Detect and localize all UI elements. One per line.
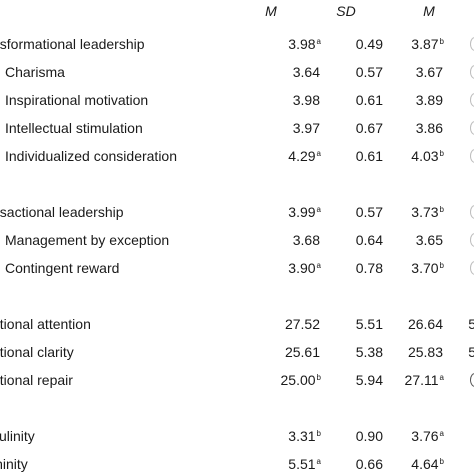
mean-2-cell: 25.83: [407, 344, 443, 360]
table-row: otional attention 27.52 5.51 26.64 5: [0, 313, 474, 335]
clipped-cell-glyph: 5: [468, 344, 474, 360]
mean-2-cell: 3.65: [415, 232, 443, 248]
mean-2-cell: 3.67: [415, 64, 443, 80]
mean-1-cell: 3.98: [292, 92, 320, 108]
table-row: Charisma 3.64 0.57 3.67: [0, 61, 474, 83]
header-sd: SD: [336, 3, 356, 19]
clipped-cell-edge: [470, 373, 474, 387]
sd-cell: 0.90: [355, 428, 383, 444]
clipped-cell-glyph: 5: [468, 316, 474, 332]
sd-cell: 0.61: [355, 148, 383, 164]
mean-2-cell: 26.64: [407, 316, 443, 332]
clipped-cell-edge: [470, 37, 474, 51]
mean-1-cell: 25.00b: [280, 372, 322, 388]
row-label: Inspirational motivation: [5, 92, 149, 108]
mean-2-cell: 3.86: [415, 120, 443, 136]
clipped-cell-edge: [470, 233, 474, 247]
row-label: ininity: [0, 456, 28, 472]
mean-2-cell: 4.64b: [411, 456, 444, 472]
mean-1-cell: 25.61: [284, 344, 320, 360]
table-row: otional clarity 25.61 5.38 25.83 5: [0, 341, 474, 363]
mean-1-cell: 3.31b: [288, 428, 321, 444]
sd-cell: 0.64: [355, 232, 383, 248]
sd-cell: 5.94: [355, 372, 383, 388]
table-row: ininity 5.51a 0.66 4.64b: [0, 453, 474, 474]
sd-cell: 0.57: [355, 204, 383, 220]
header-m-2: M: [423, 3, 435, 19]
table-row: culinity 3.31b 0.90 3.76a: [0, 425, 474, 447]
table-row: nsactional leadership 3.99a 0.57 3.73b: [0, 201, 474, 223]
mean-1-cell: 3.98a: [288, 36, 321, 52]
table-row: Individualized consideration 4.29a 0.61 …: [0, 145, 474, 167]
table-row: Intellectual stimulation 3.97 0.67 3.86: [0, 117, 474, 139]
sd-cell: 0.66: [355, 456, 383, 472]
mean-2-cell: 3.70b: [411, 260, 444, 276]
mean-2-cell: 3.76a: [411, 428, 444, 444]
header-m-1: M: [265, 3, 277, 19]
mean-1-cell: 4.29a: [288, 148, 321, 164]
row-label: otional clarity: [0, 344, 74, 360]
clipped-cell-edge: [470, 121, 474, 135]
clipped-cell-edge: [470, 261, 474, 275]
row-label: Individualized consideration: [5, 148, 177, 164]
mean-2-cell: 3.87b: [411, 36, 444, 52]
mean-1-cell: 5.51a: [288, 456, 321, 472]
table-row: otional repair 25.00b 5.94 27.11a: [0, 369, 474, 391]
mean-1-cell: 3.64: [292, 64, 320, 80]
sd-cell: 0.57: [355, 64, 383, 80]
sd-cell: 5.51: [355, 316, 383, 332]
row-label: otional repair: [0, 372, 73, 388]
row-label: culinity: [0, 428, 35, 444]
sd-cell: 0.78: [355, 260, 383, 276]
row-label: nsactional leadership: [0, 204, 124, 220]
row-label: Management by exception: [5, 232, 170, 248]
table-row: Inspirational motivation 3.98 0.61 3.89: [0, 89, 474, 111]
clipped-cell-edge: [470, 205, 474, 219]
table-row: Contingent reward 3.90a 0.78 3.70b: [0, 257, 474, 279]
mean-2-cell: 27.11a: [404, 372, 444, 388]
sd-cell: 0.67: [355, 120, 383, 136]
mean-2-cell: 3.73b: [411, 204, 444, 220]
mean-1-cell: 3.99a: [288, 204, 321, 220]
mean-1-cell: 3.97: [292, 120, 320, 136]
table-row: Management by exception 3.68 0.64 3.65: [0, 229, 474, 251]
row-label: nsformational leadership: [0, 36, 145, 52]
sd-cell: 0.61: [355, 92, 383, 108]
clipped-cell-edge: [470, 93, 474, 107]
mean-1-cell: 3.90a: [288, 260, 321, 276]
mean-1-cell: 3.68: [292, 232, 320, 248]
row-label: Intellectual stimulation: [5, 120, 143, 136]
row-label: otional attention: [0, 316, 91, 332]
mean-1-cell: 27.52: [284, 316, 320, 332]
mean-2-cell: 3.89: [415, 92, 443, 108]
mean-2-cell: 4.03b: [411, 148, 444, 164]
clipped-cell-edge: [470, 65, 474, 79]
clipped-cell-edge: [470, 149, 474, 163]
row-label: Charisma: [5, 64, 65, 80]
sd-cell: 5.38: [355, 344, 383, 360]
sd-cell: 0.49: [355, 36, 383, 52]
row-label: Contingent reward: [5, 260, 120, 276]
table-row: nsformational leadership 3.98a 0.49 3.87…: [0, 33, 474, 55]
